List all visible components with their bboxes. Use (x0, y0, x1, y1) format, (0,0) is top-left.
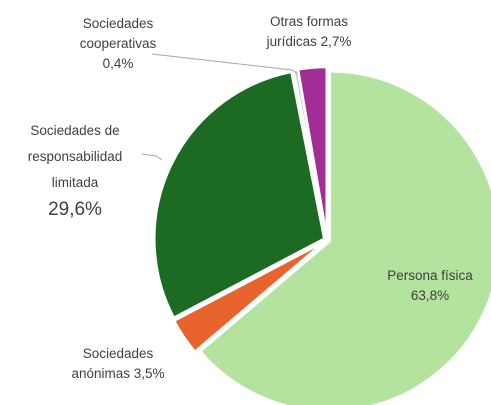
slice-label: Persona física 63,8% (360, 266, 491, 306)
category-label: Sociedades cooperativas (79, 16, 157, 51)
value-label: 2,7% (320, 34, 352, 49)
pie-slice (153, 70, 326, 320)
slice-label: Sociedades de responsabilidad limitada 2… (8, 118, 142, 224)
slice-label: Sociedades cooperativas 0,4% (70, 14, 166, 74)
category-label: Sociedades de responsabilidad limitada (27, 123, 123, 190)
leader-line (141, 153, 163, 161)
value-label: 0,4% (102, 56, 134, 71)
pie-slice (198, 70, 491, 405)
pie-slice (296, 65, 328, 238)
value-label: 63,8% (410, 288, 450, 303)
leader-line (151, 53, 299, 75)
value-label: 29,6% (48, 199, 102, 220)
slice-label: Sociedades anónimas 3,5% (58, 344, 178, 384)
pie-slice (172, 240, 326, 354)
category-label: Sociedades anónimas (71, 346, 154, 381)
slice-label: Otras formas jurídicas 2,7% (250, 12, 368, 52)
category-label: Otras formas jurídicas (266, 14, 348, 49)
category-label: Persona física (387, 268, 473, 283)
value-label: 3,5% (133, 366, 165, 381)
